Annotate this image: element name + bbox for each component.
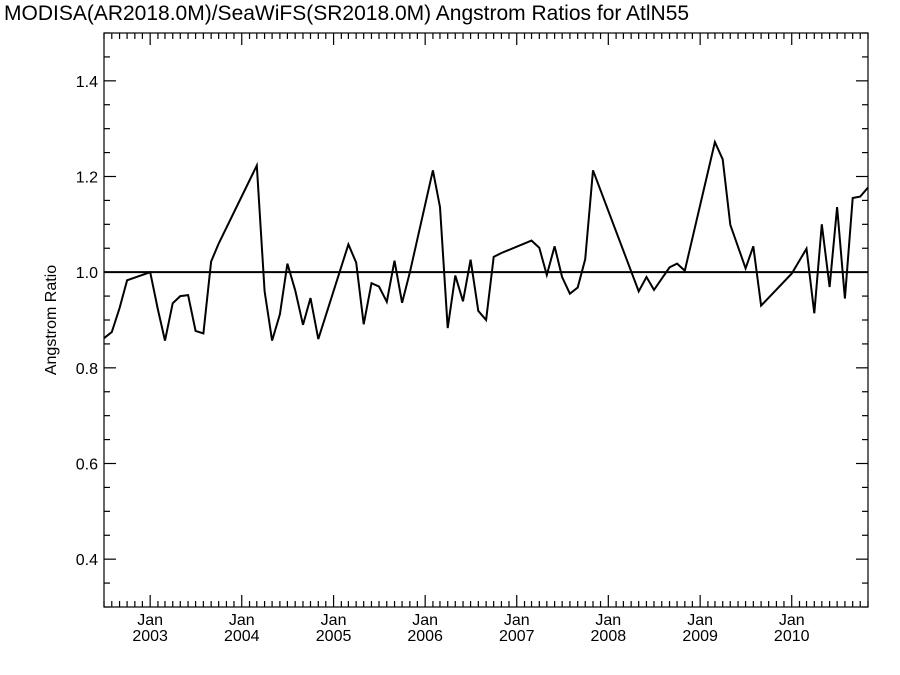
y-axis: 0.4 0.6 0.8 1.0 1.2 1.4 bbox=[76, 32, 868, 608]
x-tick-label-year: 2003 bbox=[132, 628, 168, 645]
x-tick-label-month: Jan bbox=[229, 612, 255, 629]
y-tick-label: 1.4 bbox=[76, 74, 98, 91]
x-tick-label-year: 2010 bbox=[774, 628, 810, 645]
x-tick-label-month: Jan bbox=[687, 612, 713, 629]
x-tick-label-year: 2006 bbox=[407, 628, 443, 645]
y-tick-label: 0.4 bbox=[76, 552, 98, 569]
y-tick-label: 1.0 bbox=[76, 265, 98, 282]
x-tick-label-month: Jan bbox=[504, 612, 530, 629]
y-tick-label: 0.8 bbox=[76, 361, 98, 378]
x-tick-label-month: Jan bbox=[595, 612, 621, 629]
x-tick-label-month: Jan bbox=[321, 612, 347, 629]
x-tick-label-year: 2007 bbox=[499, 628, 535, 645]
x-tick-label-year: 2008 bbox=[591, 628, 627, 645]
y-axis-label: Angstrom Ratio bbox=[43, 265, 60, 375]
y-tick-label: 0.6 bbox=[76, 457, 98, 474]
x-tick-label-month: Jan bbox=[779, 612, 805, 629]
x-tick-label-year: 2009 bbox=[682, 628, 718, 645]
x-tick-label-month: Jan bbox=[412, 612, 438, 629]
x-tick-label-year: 2005 bbox=[316, 628, 352, 645]
series-line bbox=[103, 139, 869, 341]
y-tick-label: 1.2 bbox=[76, 170, 98, 187]
x-axis: Jan2003Jan2004Jan2005Jan2006Jan2007Jan20… bbox=[103, 33, 869, 645]
x-tick-label-month: Jan bbox=[137, 612, 163, 629]
x-tick-label-year: 2004 bbox=[224, 628, 260, 645]
chart-title: MODISA(AR2018.0M)/SeaWiFS(SR2018.0M) Ang… bbox=[4, 2, 689, 25]
